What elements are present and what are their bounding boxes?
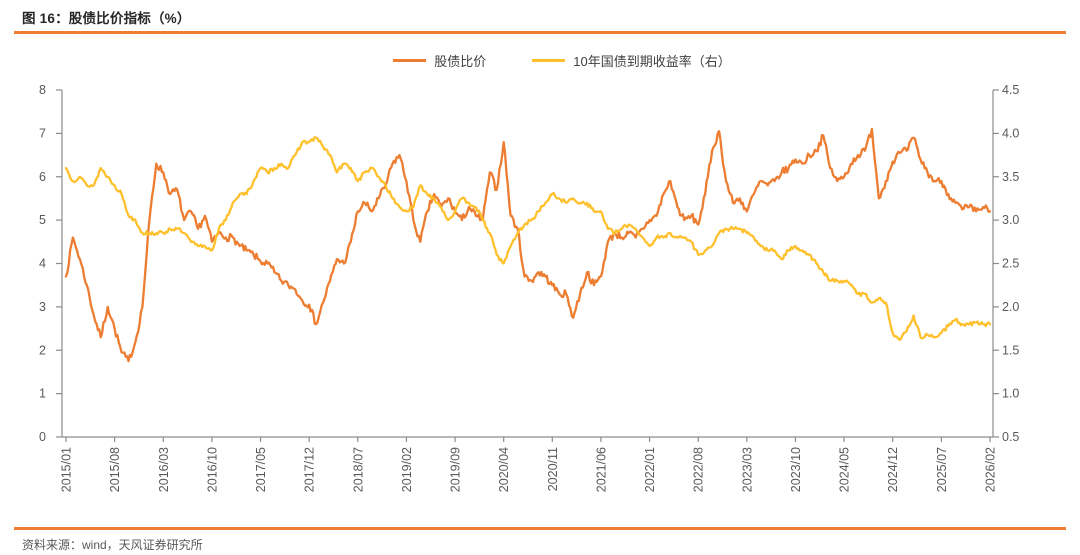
right-axis-tick-label: 0.5 [1002, 430, 1019, 444]
left-axis-tick-label: 5 [39, 213, 46, 227]
x-axis-tick-label: 2015/08 [108, 447, 122, 492]
right-axis-tick-label: 3.0 [1002, 213, 1019, 227]
right-axis-tick-label: 1.0 [1002, 387, 1019, 401]
legend-swatch-10y-treasury-yield [532, 58, 566, 63]
x-axis-tick-label: 2023/10 [789, 447, 803, 492]
x-axis-tick-label: 2017/05 [254, 447, 268, 492]
x-axis-tick-label: 2016/10 [205, 447, 219, 492]
x-axis-tick-label: 2019/09 [449, 447, 463, 492]
chart-canvas: 0 1 2 3 4 5 6 7 8 0.5 1.0 1.5 2.0 2.5 3.0 3.5 4.0 4.5 2015… [39, 83, 1019, 492]
source-note: 资料来源：wind，天风证券研究所 [22, 538, 203, 552]
chart-legend: 股债比价 10年国债到期收益率（右） [22, 51, 1080, 70]
title-divider [14, 31, 1066, 34]
left-axis-tick-label: 3 [39, 300, 46, 314]
x-axis-tick-label: 2020/04 [497, 447, 511, 492]
figure-title: 图 16：股债比价指标（%） [22, 11, 191, 26]
left-axis-tick-label: 6 [39, 170, 46, 184]
right-axis-tick-label: 3.5 [1002, 170, 1019, 184]
legend-item-10y-treasury-yield: 10年国债到期收益率（右） [532, 51, 731, 70]
left-axis-tick-label: 1 [39, 387, 46, 401]
legend-swatch-stock-bond-ratio [393, 58, 427, 63]
x-axis-tick-label: 2025/07 [935, 447, 949, 492]
series-line-stock-bond-ratio [64, 127, 992, 363]
source-divider [14, 527, 1066, 530]
right-axis-tick-label: 4.0 [1002, 126, 1019, 140]
x-axis-tick-label: 2024/05 [838, 447, 852, 492]
x-axis-tick-label: 2022/01 [643, 447, 657, 492]
left-axis-tick-label: 8 [39, 83, 46, 97]
right-axis-tick-label: 4.5 [1002, 83, 1019, 97]
x-axis-tick-label: 2020/11 [546, 447, 560, 491]
legend-label-stock-bond-ratio: 股债比价 [434, 54, 487, 69]
x-axis-tick-label: 2023/03 [740, 447, 754, 492]
left-axis-tick-label: 2 [39, 343, 46, 357]
x-axis-tick-label: 2022/08 [692, 447, 706, 492]
series-line-10y-treasury-yield [64, 136, 992, 341]
x-axis-tick-label: 2019/02 [400, 447, 414, 492]
left-axis-tick-label: 0 [39, 430, 46, 444]
legend-label-10y-treasury-yield: 10年国债到期收益率（右） [573, 54, 731, 69]
left-axis-tick-label: 4 [39, 257, 46, 271]
x-axis-tick-label: 2024/12 [886, 447, 900, 492]
x-axis-tick-label: 2016/03 [157, 447, 171, 492]
right-axis-tick-label: 1.5 [1002, 343, 1019, 357]
x-axis-tick-label: 2015/01 [60, 447, 74, 492]
left-axis-tick-label: 7 [39, 126, 46, 140]
x-axis-tick-label: 2021/06 [594, 447, 608, 492]
right-axis-tick-label: 2.0 [1002, 300, 1019, 314]
right-axis-tick-label: 2.5 [1002, 257, 1019, 271]
x-axis-tick-label: 2018/07 [351, 447, 365, 492]
x-axis-tick-label: 2026/02 [984, 447, 998, 492]
x-axis-tick-label: 2017/12 [303, 447, 317, 492]
legend-item-stock-bond-ratio: 股债比价 [393, 51, 486, 70]
